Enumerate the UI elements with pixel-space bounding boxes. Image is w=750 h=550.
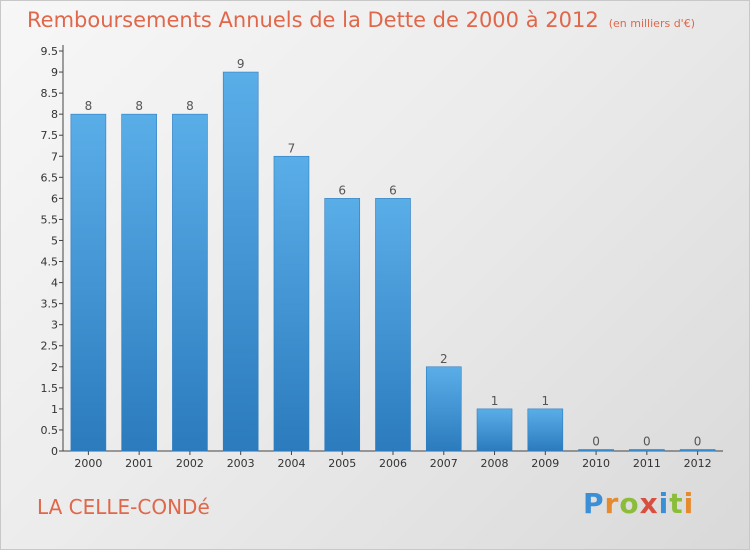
x-tick-label: 2010 bbox=[582, 457, 610, 470]
logo-letter: t bbox=[669, 487, 684, 520]
bar-value-label: 9 bbox=[237, 57, 245, 71]
bars bbox=[70, 71, 716, 452]
x-tick-label: 2001 bbox=[125, 457, 153, 470]
bar-value-label: 6 bbox=[389, 183, 397, 197]
y-tick-label: 8.5 bbox=[41, 87, 59, 100]
bar bbox=[172, 113, 208, 452]
bar-value-label: 6 bbox=[338, 183, 346, 197]
bar bbox=[578, 449, 614, 452]
logo-letter: x bbox=[639, 487, 659, 520]
commune-name: LA CELLE-CONDé bbox=[37, 495, 210, 519]
y-tick-label: 5 bbox=[51, 234, 58, 247]
y-tick-label: 2 bbox=[51, 361, 58, 374]
x-tick-label: 2011 bbox=[633, 457, 661, 470]
bar bbox=[679, 449, 716, 452]
x-tick-label: 2007 bbox=[430, 457, 458, 470]
bar bbox=[476, 408, 513, 452]
bar-value-label: 7 bbox=[288, 141, 296, 155]
x-tick-label: 2012 bbox=[684, 457, 712, 470]
bar bbox=[222, 71, 259, 452]
y-tick-label: 6.5 bbox=[41, 171, 59, 184]
logo-letter: i bbox=[658, 487, 670, 520]
x-axis: 2000 2001 2002 2003 2004 2005 2006 2007 2008 2009… bbox=[63, 450, 723, 470]
x-tick-label: 2002 bbox=[176, 457, 204, 470]
logo-letter: o bbox=[619, 487, 640, 520]
bar bbox=[273, 155, 310, 452]
y-axis: 0 0.5 1 1.5 2 2.5 3 3.5 4 4.5 5 5.5 6 6.5 7 7.5 8 8.5 9 9.5 bbox=[41, 45, 64, 458]
bar bbox=[629, 449, 665, 452]
y-tick-label: 0.5 bbox=[41, 424, 59, 437]
bar-value-label: 0 bbox=[694, 435, 702, 449]
x-tick-label: 2005 bbox=[328, 457, 356, 470]
y-tick-label: 2.5 bbox=[41, 340, 59, 353]
title-unit: (en milliers d'€) bbox=[608, 17, 695, 30]
x-tick-label: 2003 bbox=[227, 457, 255, 470]
bar-value-label: 8 bbox=[135, 99, 143, 113]
x-tick-label: 2008 bbox=[481, 457, 509, 470]
bar bbox=[324, 198, 361, 452]
y-tick-label: 7.5 bbox=[41, 129, 59, 142]
title-text: Remboursements Annuels de la Dette de 20… bbox=[27, 8, 599, 32]
bar-value-label: 8 bbox=[85, 99, 93, 113]
proxiti-logo[interactable]: Proxiti bbox=[583, 487, 694, 520]
x-tick-label: 2000 bbox=[74, 457, 102, 470]
bar-value-labels: 8 8 8 9 7 6 6 2 1 1 0 0 0 bbox=[85, 57, 702, 448]
y-tick-label: 8 bbox=[51, 108, 58, 121]
logo-letter: r bbox=[604, 487, 620, 520]
bar-value-label: 2 bbox=[440, 352, 448, 366]
y-tick-label: 7 bbox=[51, 150, 58, 163]
y-tick-label: 3 bbox=[51, 319, 58, 332]
x-tick-label: 2009 bbox=[531, 457, 559, 470]
bar bbox=[121, 113, 157, 452]
y-tick-label: 4.5 bbox=[41, 256, 59, 269]
bar-value-label: 8 bbox=[186, 99, 194, 113]
chart-title: Remboursements Annuels de la Dette de 20… bbox=[27, 8, 695, 32]
x-tick-label: 2004 bbox=[277, 457, 305, 470]
logo-letter: i bbox=[683, 487, 695, 520]
logo-letter: P bbox=[583, 487, 605, 520]
bar-value-label: 0 bbox=[592, 435, 600, 449]
y-tick-label: 0 bbox=[51, 445, 58, 458]
y-tick-label: 9.5 bbox=[41, 45, 59, 58]
y-tick-label: 1.5 bbox=[41, 382, 59, 395]
y-tick-label: 4 bbox=[51, 277, 58, 290]
y-tick-label: 1 bbox=[51, 403, 58, 416]
bar bbox=[70, 113, 107, 452]
x-tick-label: 2006 bbox=[379, 457, 407, 470]
bar-value-label: 1 bbox=[491, 394, 499, 408]
y-tick-label: 3.5 bbox=[41, 298, 59, 311]
bar bbox=[375, 198, 411, 452]
bar-value-label: 1 bbox=[541, 394, 549, 408]
bar bbox=[527, 408, 564, 452]
bar bbox=[425, 366, 462, 452]
bar-value-label: 0 bbox=[643, 435, 651, 449]
y-tick-label: 5.5 bbox=[41, 213, 59, 226]
y-tick-label: 6 bbox=[51, 192, 58, 205]
y-tick-label: 9 bbox=[51, 66, 58, 79]
